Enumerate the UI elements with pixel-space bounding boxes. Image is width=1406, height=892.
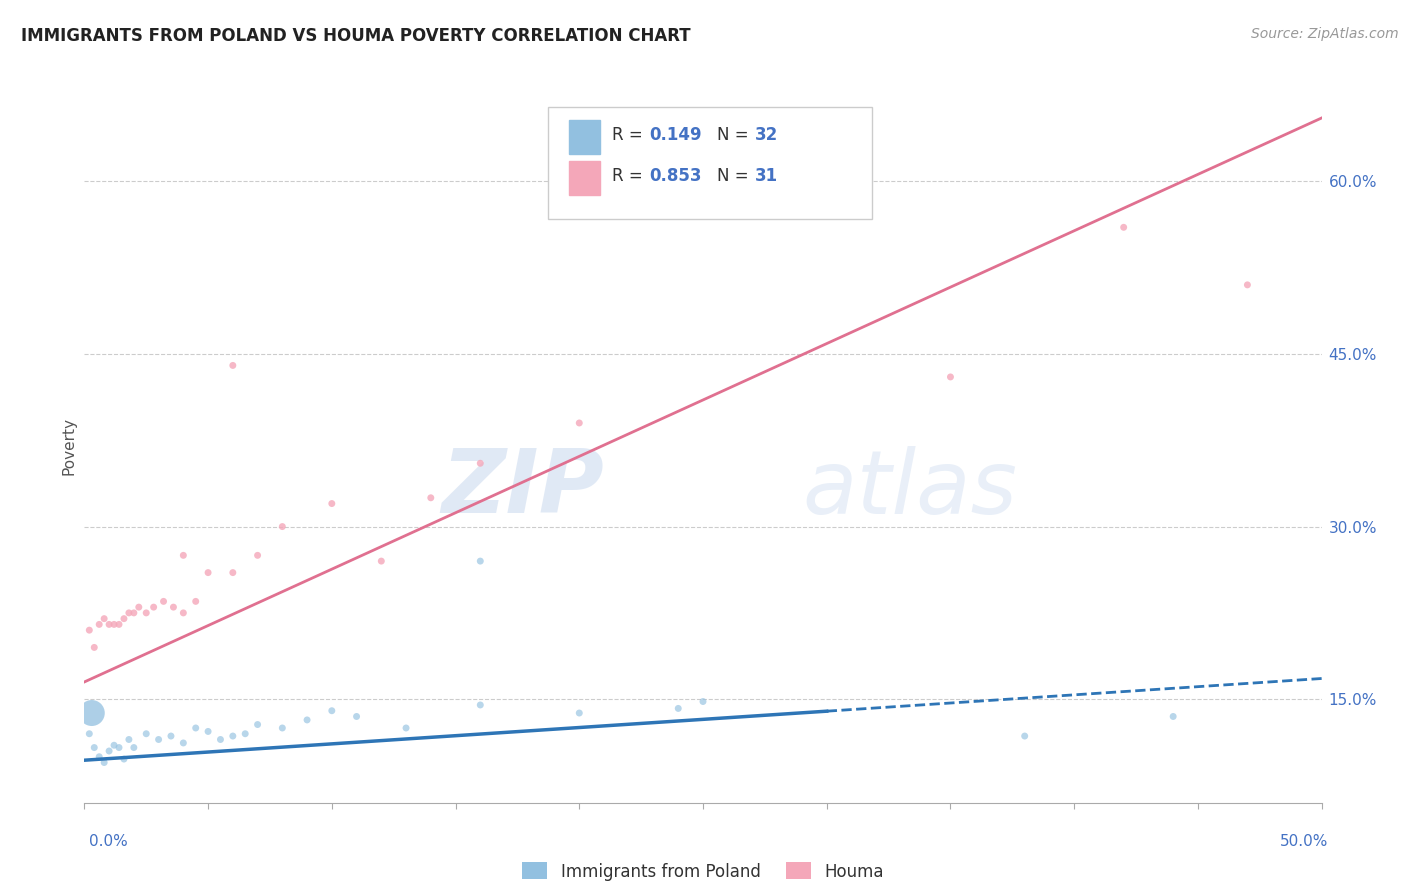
- Point: [162, 600, 184, 615]
- Point: [89, 749, 111, 764]
- Point: [1161, 709, 1184, 723]
- Text: IMMIGRANTS FROM POLAND VS HOUMA POVERTY CORRELATION CHART: IMMIGRANTS FROM POLAND VS HOUMA POVERTY …: [21, 27, 690, 45]
- Point: [108, 740, 131, 755]
- Point: [939, 370, 962, 384]
- Point: [112, 612, 135, 626]
- Text: ZIP: ZIP: [441, 445, 605, 533]
- Point: [112, 752, 135, 766]
- Point: [172, 549, 194, 563]
- Point: [1112, 220, 1135, 235]
- Text: N =: N =: [717, 126, 754, 144]
- Point: [666, 701, 689, 715]
- Point: [470, 554, 492, 568]
- Text: atlas: atlas: [801, 446, 1017, 532]
- Text: 0.0%: 0.0%: [89, 834, 128, 849]
- Point: [142, 600, 165, 615]
- Point: [98, 617, 121, 632]
- Point: [222, 566, 245, 580]
- Point: [295, 713, 318, 727]
- Point: [470, 698, 492, 712]
- Point: [108, 617, 131, 632]
- Point: [83, 740, 105, 755]
- Point: [222, 729, 245, 743]
- Point: [122, 740, 145, 755]
- Point: [135, 606, 157, 620]
- Point: [271, 721, 294, 735]
- Point: [470, 456, 492, 470]
- Text: N =: N =: [717, 167, 754, 185]
- Point: [148, 732, 170, 747]
- Point: [118, 606, 141, 620]
- Text: R =: R =: [612, 126, 648, 144]
- Point: [1236, 277, 1258, 292]
- Point: [103, 617, 125, 632]
- Point: [118, 732, 141, 747]
- Point: [246, 717, 269, 731]
- Point: [160, 729, 183, 743]
- Point: [93, 612, 115, 626]
- Point: [103, 738, 125, 752]
- Text: 50.0%: 50.0%: [1281, 834, 1329, 849]
- Text: Source: ZipAtlas.com: Source: ZipAtlas.com: [1251, 27, 1399, 41]
- Point: [152, 594, 174, 608]
- Y-axis label: Poverty: Poverty: [60, 417, 76, 475]
- Text: R =: R =: [612, 167, 648, 185]
- Point: [83, 640, 105, 655]
- Point: [568, 706, 591, 720]
- Point: [233, 727, 256, 741]
- Point: [321, 497, 343, 511]
- Point: [172, 736, 194, 750]
- Point: [222, 359, 245, 373]
- Point: [172, 606, 194, 620]
- Point: [184, 721, 207, 735]
- Point: [98, 744, 121, 758]
- Point: [79, 727, 101, 741]
- Text: 31: 31: [755, 167, 778, 185]
- Legend: Immigrants from Poland, Houma: Immigrants from Poland, Houma: [516, 855, 890, 888]
- Point: [209, 732, 232, 747]
- Point: [346, 709, 368, 723]
- Point: [80, 706, 103, 720]
- Point: [395, 721, 418, 735]
- Text: 0.853: 0.853: [650, 167, 702, 185]
- Text: 32: 32: [755, 126, 779, 144]
- Point: [79, 623, 101, 637]
- Point: [1014, 729, 1036, 743]
- Point: [321, 704, 343, 718]
- Point: [93, 756, 115, 770]
- Point: [568, 416, 591, 430]
- Point: [271, 519, 294, 533]
- Point: [135, 727, 157, 741]
- Point: [89, 617, 111, 632]
- Point: [419, 491, 441, 505]
- Point: [128, 600, 150, 615]
- Point: [370, 554, 392, 568]
- Point: [692, 694, 714, 708]
- Point: [197, 566, 219, 580]
- Point: [246, 549, 269, 563]
- Point: [197, 724, 219, 739]
- Point: [184, 594, 207, 608]
- Text: 0.149: 0.149: [650, 126, 702, 144]
- Point: [122, 606, 145, 620]
